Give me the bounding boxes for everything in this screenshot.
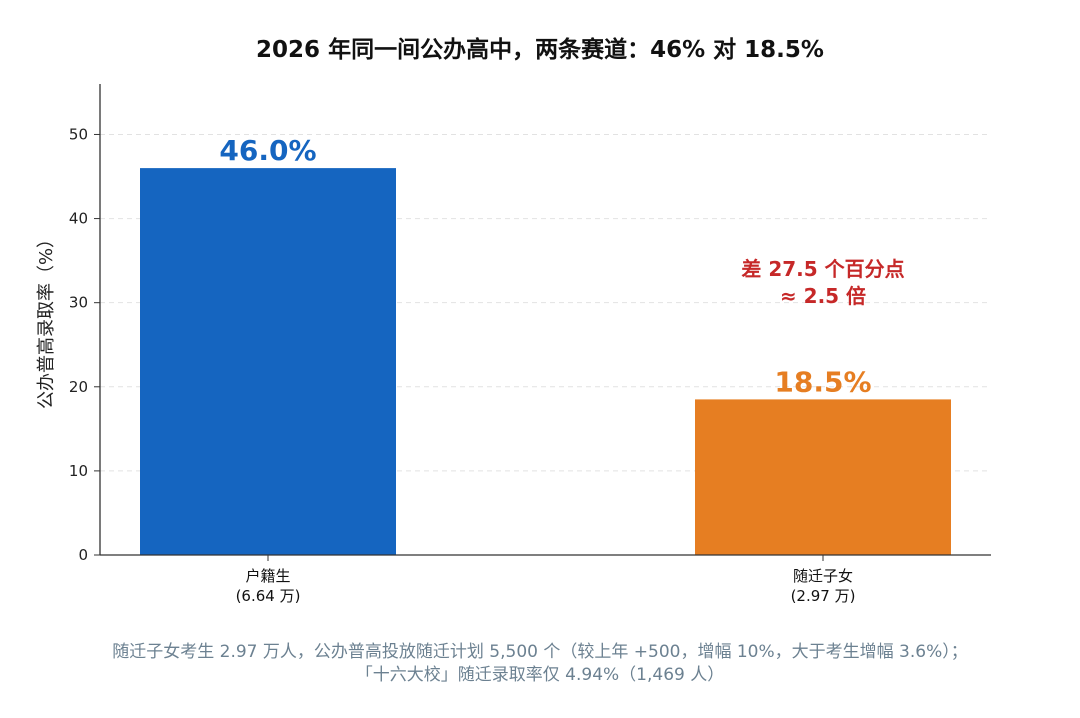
y-tick-label-40: 40 (69, 210, 88, 228)
y-tick-label-0: 0 (78, 546, 88, 564)
annotation-line-1: 差 27.5 个百分点 (741, 257, 904, 281)
annotation-line-2: ≈ 2.5 倍 (780, 284, 866, 308)
y-tick-label-20: 20 (69, 378, 88, 396)
x-tick-label-1: 户籍生 (245, 567, 290, 585)
y-axis-label: 公办普高录取率（%） (36, 230, 57, 409)
y-tick-label-10: 10 (69, 462, 88, 480)
bar-2 (695, 399, 951, 555)
y-tick-label-30: 30 (69, 294, 88, 312)
bar-1 (140, 168, 396, 555)
chart-title: 2026 年同一间公办高中，两条赛道：46% 对 18.5% (256, 36, 824, 63)
x-tick-label-2: 随迁子女 (793, 567, 853, 585)
bar-value-label-2: 18.5% (774, 365, 871, 398)
caption-line-2: 「十六大校」随迁录取率仅 4.94%（1,469 人） (355, 665, 725, 685)
caption-line-1: 随迁子女考生 2.97 万人，公办普高投放随迁计划 5,500 个（较上年 +5… (112, 642, 968, 662)
y-tick-label-50: 50 (69, 125, 88, 143)
x-tick-sublabel-1: (6.64 万) (236, 587, 301, 605)
bar-value-label-1: 46.0% (219, 134, 316, 167)
x-tick-sublabel-2: (2.97 万) (791, 587, 856, 605)
